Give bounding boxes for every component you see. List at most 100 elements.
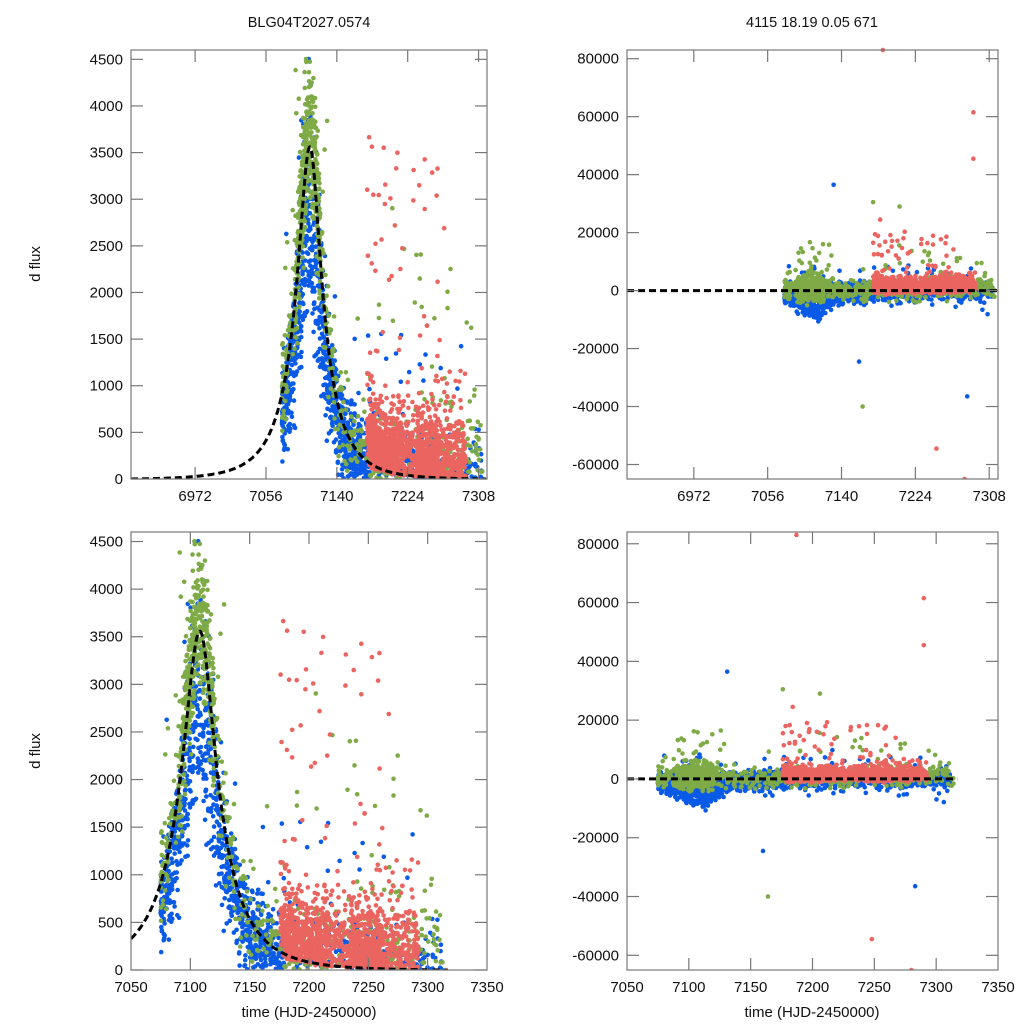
data-point: [294, 340, 300, 346]
data-point: [871, 265, 877, 270]
data-point: [431, 402, 437, 408]
data-point: [432, 316, 437, 321]
data-point: [282, 398, 288, 404]
data-point: [351, 432, 357, 438]
y-tick-label: 3000: [90, 191, 123, 208]
data-point: [427, 406, 432, 412]
data-point: [379, 237, 384, 242]
data-point: [460, 423, 466, 429]
data-point: [280, 428, 285, 434]
series-red: [364, 135, 468, 479]
data-point: [313, 125, 319, 130]
data-point: [470, 448, 475, 454]
data-point: [364, 187, 370, 192]
data-point: [332, 416, 337, 421]
data-point: [312, 95, 318, 101]
data-point: [356, 390, 361, 396]
data-point: [478, 451, 484, 457]
data-point: [326, 394, 331, 400]
data-point: [420, 410, 426, 415]
data-point: [282, 333, 288, 338]
data-point: [434, 193, 439, 198]
data-point: [417, 333, 423, 338]
data-point: [443, 399, 449, 405]
data-point: [455, 427, 461, 433]
data-point: [300, 255, 305, 260]
data-point: [944, 299, 950, 304]
data-point: [333, 367, 339, 372]
data-point: [349, 414, 354, 419]
data-point: [333, 450, 339, 455]
data-point: [462, 473, 468, 479]
data-point: [321, 334, 326, 339]
data-point: [419, 304, 425, 310]
data-point: [310, 205, 315, 210]
data-point: [306, 221, 311, 226]
data-point: [414, 252, 419, 258]
data-point: [308, 226, 313, 232]
data-point: [438, 398, 444, 403]
data-point: [374, 475, 379, 479]
data-point: [345, 443, 350, 448]
data-point: [393, 351, 399, 356]
data-point: [280, 459, 285, 464]
data-point: [462, 439, 468, 445]
data-point: [286, 360, 291, 366]
data-point: [308, 83, 313, 89]
data-point: [476, 457, 482, 463]
data-point: [898, 300, 903, 306]
data-point: [315, 151, 320, 157]
data-point: [339, 467, 345, 472]
data-point: [358, 427, 364, 433]
data-point: [465, 418, 471, 424]
data-point: [434, 423, 439, 428]
data-point: [352, 418, 357, 424]
data-point: [421, 403, 426, 409]
data-point: [418, 252, 424, 257]
plot-frame: [130, 49, 488, 480]
data-point: [336, 453, 341, 459]
data-point: [985, 311, 990, 317]
data-point: [454, 443, 459, 449]
data-point: [476, 427, 482, 433]
data-point: [396, 347, 402, 353]
data-point: [378, 476, 383, 479]
data-point: [339, 472, 344, 478]
data-point: [367, 472, 373, 478]
data-point: [340, 442, 346, 448]
data-point: [352, 455, 358, 461]
data-point: [300, 317, 306, 323]
data-point: [290, 351, 296, 357]
data-point: [354, 442, 360, 447]
data-point: [280, 434, 285, 440]
y-tick-label: 1000: [90, 378, 123, 395]
data-point: [391, 402, 397, 408]
data-point: [810, 245, 815, 251]
data-point: [316, 296, 322, 301]
data-point: [366, 135, 372, 140]
y-tick-label: 1500: [90, 331, 123, 348]
data-point: [383, 383, 388, 389]
data-point: [326, 313, 332, 318]
data-point: [370, 380, 376, 385]
data-point: [331, 400, 337, 405]
data-point: [367, 350, 373, 356]
plot-area: [627, 47, 998, 479]
data-point: [929, 302, 935, 307]
x-tick-label: 7140: [320, 488, 353, 505]
data-point: [289, 410, 294, 416]
data-point: [446, 454, 451, 459]
data-point: [382, 412, 388, 418]
data-point: [336, 444, 342, 450]
data-point: [313, 202, 319, 207]
data-point: [352, 428, 358, 433]
data-point: [795, 311, 801, 317]
data-point: [332, 294, 338, 299]
data-point: [395, 150, 400, 155]
y-tick-label: 0: [115, 471, 123, 488]
data-point: [315, 349, 321, 355]
xlabel-left: time (HJD-2450000): [241, 1004, 376, 1021]
data-point: [329, 343, 335, 348]
data-point: [429, 364, 435, 369]
data-point: [410, 399, 415, 405]
